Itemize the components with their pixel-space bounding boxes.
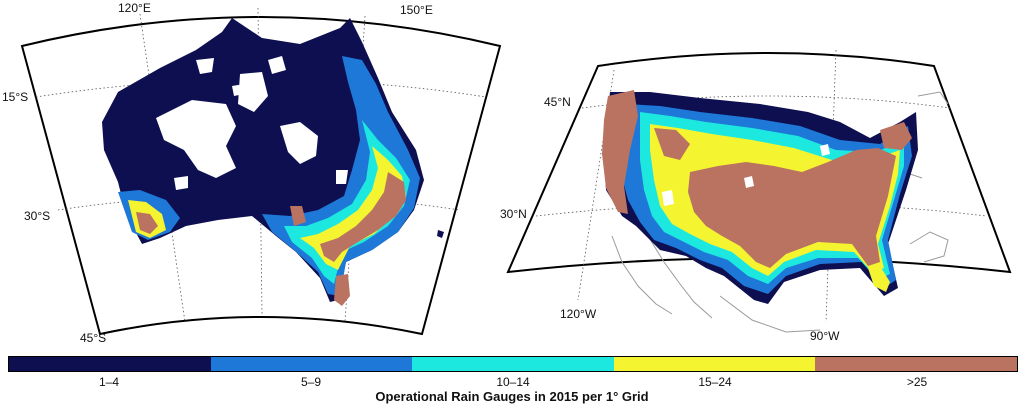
- australia-lat-label-45s: 45°S: [80, 331, 106, 345]
- australia-density-25plus-se: [290, 206, 306, 226]
- usa-lat-label-30n: 30°N: [500, 207, 527, 221]
- australia-density-15-24: [300, 146, 406, 270]
- australia-density-tasmania: [437, 230, 444, 238]
- usa-lat-label-45n: 45°N: [544, 95, 571, 109]
- australia-density-25plus-sw: [136, 212, 158, 234]
- colorbar-swatch-2: [412, 357, 614, 371]
- australia-no-gauge-areas: [156, 56, 348, 190]
- australia-map: 120°E 150°E 15°S 30°S 45°S: [2, 1, 502, 345]
- usa-map: 45°N 30°N 120°W 90°W: [500, 49, 1012, 343]
- australia-lat-label-30s: 30°S: [24, 209, 50, 223]
- usa-lon-label-90w: 90°W: [810, 329, 840, 343]
- usa-density-15-24-florida: [868, 266, 890, 292]
- australia-density-25plus-vic: [334, 274, 350, 306]
- usa-density-25plus-ne: [880, 122, 912, 150]
- colorbar-swatch-0: [9, 357, 211, 371]
- usa-gauge-density: [602, 90, 918, 304]
- colorbar: [8, 356, 1018, 372]
- colorbar-swatch-3: [613, 357, 816, 371]
- australia-density-25plus: [320, 172, 406, 262]
- colorbar-label-4: >25: [906, 375, 928, 389]
- colorbar-title: Operational Rain Gauges in 2015 per 1° G…: [375, 389, 649, 404]
- colorbar-label-0: 1–4: [98, 375, 120, 389]
- usa-no-gauge-areas: [662, 144, 830, 206]
- australia-lon-label-120e: 120°E: [118, 1, 151, 15]
- australia-lon-label-150e: 150°E: [400, 3, 433, 17]
- australia-lat-label-15s: 15°S: [2, 90, 28, 104]
- colorbar-label-3: 15–24: [698, 375, 732, 389]
- usa-density-25plus: [688, 148, 896, 268]
- australia-gauge-density: [102, 18, 444, 306]
- colorbar-label-1: 5–9: [300, 375, 322, 389]
- usa-lon-label-120w: 120°W: [560, 307, 597, 321]
- maps-canvas: 120°E 150°E 15°S 30°S 45°S: [2, 1, 1012, 345]
- usa-density-25plus-west: [602, 90, 638, 214]
- colorbar-swatch-4: [815, 357, 1017, 371]
- colorbar-labels: 1–4 5–9 10–14 15–24 >25: [8, 374, 1018, 390]
- colorbar-swatch-1: [210, 357, 413, 371]
- usa-density-25plus-north: [654, 128, 690, 160]
- colorbar-label-2: 10–14: [496, 375, 530, 389]
